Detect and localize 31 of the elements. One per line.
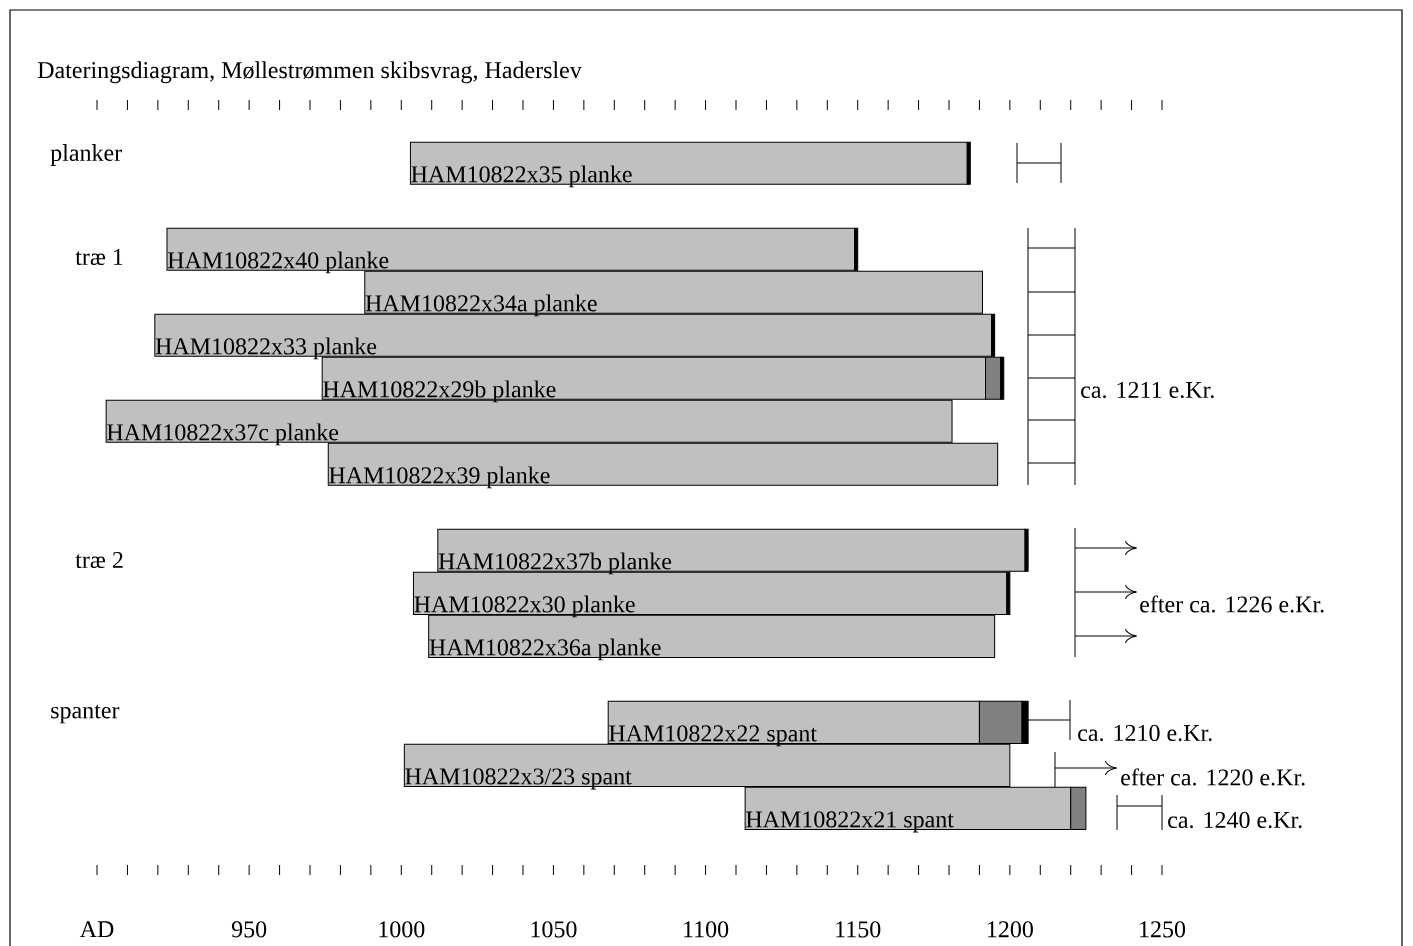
y-tick-label: HAM10822x33 planke: [155, 337, 377, 360]
annotation: træ 2: [75, 551, 123, 569]
y-tick-label: HAM10822x40 planke: [167, 251, 389, 274]
x-tick-label: 1150: [836, 921, 881, 938]
x-tick-label: 1250: [1140, 921, 1186, 938]
x-tick-label: 1050: [531, 921, 577, 938]
annotation: træ 1: [75, 248, 123, 266]
x-tick-label: 1100: [684, 921, 729, 938]
y-tick-label: HAM10822x35 planke: [411, 165, 632, 188]
y-tick-label: HAM10822x37c planke: [107, 423, 339, 446]
annotation: ca. 1211 e.Kr.: [1081, 381, 1214, 399]
y-tick-label: HAM10822x22 spant: [609, 725, 817, 747]
chart-title: Dateringsdiagram, Møllestrømmen skibsvrag, Haderslev: [37, 61, 582, 84]
x-tick-label: 1000: [379, 921, 425, 938]
x-tick-label: 950: [231, 921, 267, 938]
y-tick-label: HAM10822x37b planke: [438, 552, 672, 575]
x-tick-label: AD: [79, 921, 114, 938]
y-tick-label: HAM10822x29b planke: [323, 380, 556, 403]
annotation: spanter: [51, 704, 120, 724]
text: ca. 1240 e.Kr.: [1168, 811, 1302, 829]
y-tick-label: HAM10822x30 planke: [414, 595, 635, 618]
annotation: efter ca. 1220 e.Kr.: [1121, 768, 1305, 786]
x-tick-label: 1200: [987, 921, 1033, 938]
y-tick-label: HAM10822x3/23 spant: [405, 768, 632, 790]
annotation: ca. 1210 e.Kr.: [1078, 724, 1212, 742]
y-tick-label: HAM10822x21 spant: [746, 811, 954, 833]
y-tick-label: HAM10822x34a planke: [365, 294, 597, 317]
annotation: efter ca. 1226 e.Kr.: [1140, 595, 1324, 613]
y-tick-label: HAM10822x39 planke: [329, 466, 550, 489]
annotation: planker: [50, 144, 122, 166]
y-tick-label: HAM10822x36a planke: [429, 638, 661, 661]
